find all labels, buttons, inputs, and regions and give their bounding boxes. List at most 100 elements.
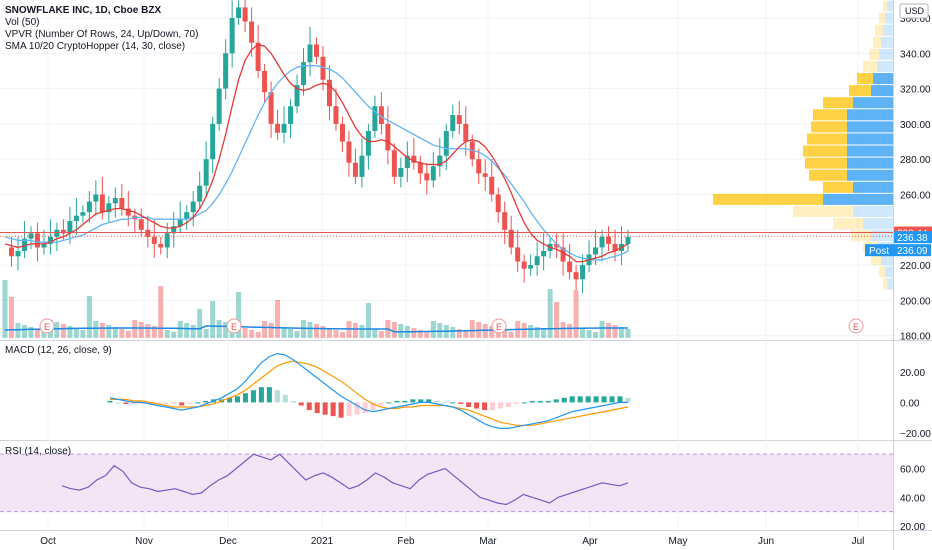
candle-body — [534, 256, 540, 266]
candle-body — [437, 155, 443, 167]
macd-histogram-bar — [497, 402, 503, 409]
volume-bar — [210, 301, 216, 338]
candle-body — [541, 250, 547, 257]
volume-bar — [586, 330, 592, 338]
volume-bar — [21, 325, 27, 338]
macd-histogram-bar — [394, 400, 400, 403]
volume-bar — [41, 331, 47, 338]
candle-body — [281, 123, 287, 133]
price-tick-label: 360.00 — [900, 14, 931, 25]
volume-bar — [437, 323, 443, 338]
time-tick-label: Mar — [479, 536, 497, 547]
legend-sma: SMA 10/20 CryptoHopper (14, 30, close) — [5, 41, 186, 52]
price-tick-label: 280.00 — [900, 155, 931, 166]
macd-histogram-bar — [569, 396, 575, 403]
volume-bar — [450, 327, 456, 338]
rsi-band — [0, 454, 893, 512]
earnings-marker-label: E — [44, 322, 50, 332]
volume-bar — [54, 322, 60, 338]
volume-bar — [333, 330, 339, 338]
candle-body — [73, 215, 79, 221]
vpvr-down-bar — [851, 230, 871, 242]
earnings-marker — [39, 318, 55, 334]
macd-histogram-bar — [402, 400, 408, 403]
volume-bar — [502, 330, 508, 338]
candle-body — [203, 159, 209, 186]
volume-bar — [560, 322, 566, 338]
macd-histogram-bar — [537, 400, 543, 403]
macd-histogram-bar — [561, 397, 567, 403]
time-tick-label: 2021 — [311, 536, 334, 547]
candle-body — [443, 130, 449, 156]
volume-bar — [93, 321, 99, 338]
candle-body — [249, 21, 255, 43]
macd-histogram-bar — [426, 399, 432, 403]
macd-histogram-bar — [179, 402, 185, 406]
volume-bar — [80, 330, 86, 338]
legend-macd: MACD (12, 26, close, 9) — [5, 345, 112, 356]
volume-bar — [2, 280, 8, 338]
candle-body — [320, 56, 326, 80]
candle-body — [606, 236, 612, 244]
volume-bar — [138, 322, 144, 338]
candle-body — [502, 212, 508, 230]
macd-histogram-bar — [458, 402, 464, 404]
vpvr-up-bar — [847, 109, 893, 121]
candle-body — [119, 198, 125, 209]
candle-body — [528, 265, 534, 269]
candle-body — [508, 229, 514, 248]
macd-histogram-bar — [322, 402, 328, 415]
candle-body — [314, 44, 319, 57]
volume-bar — [365, 303, 371, 338]
volume-bar — [320, 326, 326, 338]
vpvr-down-bar — [871, 254, 881, 266]
rsi-tick-label: 40.00 — [900, 493, 925, 504]
volume-bar — [619, 327, 625, 338]
macd-histogram-bar — [553, 399, 559, 403]
earnings-marker-label: E — [853, 322, 859, 332]
vpvr-down-bar — [713, 193, 823, 205]
candle-body — [521, 261, 527, 269]
macd-histogram-bar — [115, 402, 121, 404]
vpvr-up-bar — [847, 121, 893, 133]
vpvr-up-bar — [881, 254, 893, 266]
volume-bar — [223, 322, 229, 338]
candle-body — [184, 212, 190, 220]
vpvr-down-bar — [807, 133, 847, 145]
candle-body — [372, 106, 378, 131]
volume-bar — [28, 327, 34, 338]
volume-bar — [262, 321, 268, 338]
volume-bar — [99, 323, 105, 338]
macd-histogram-bar — [609, 396, 615, 403]
macd-histogram-bar — [593, 396, 599, 403]
volume-bar — [197, 309, 203, 338]
macd-histogram-bar — [290, 400, 296, 403]
volume-bar — [573, 290, 579, 338]
candle-body — [288, 106, 294, 124]
volume-bar — [171, 332, 177, 338]
candle-body — [593, 247, 599, 255]
macd-histogram-bar — [139, 402, 145, 404]
volume-bar — [151, 326, 157, 338]
earnings-marker-label: E — [496, 322, 502, 332]
vpvr-down-bar — [809, 169, 847, 181]
candle-body — [391, 150, 397, 177]
candle-body — [599, 236, 605, 248]
candle-body — [125, 208, 131, 216]
candle-body — [158, 243, 164, 248]
macd-histogram-bar — [577, 396, 583, 403]
volume-bar — [86, 296, 92, 338]
candle-body — [489, 176, 495, 195]
vpvr-up-bar — [877, 60, 893, 72]
post-tag-label: Post — [869, 246, 889, 257]
volume-bar — [268, 323, 274, 338]
vpvr-down-bar — [803, 145, 847, 157]
vpvr-down-bar — [813, 109, 847, 121]
vpvr-down-bar — [883, 0, 887, 12]
candle-body — [242, 7, 248, 22]
rsi-tick-label: 20.00 — [900, 522, 925, 533]
candle-body — [262, 70, 268, 93]
vpvr-up-bar — [853, 181, 893, 193]
